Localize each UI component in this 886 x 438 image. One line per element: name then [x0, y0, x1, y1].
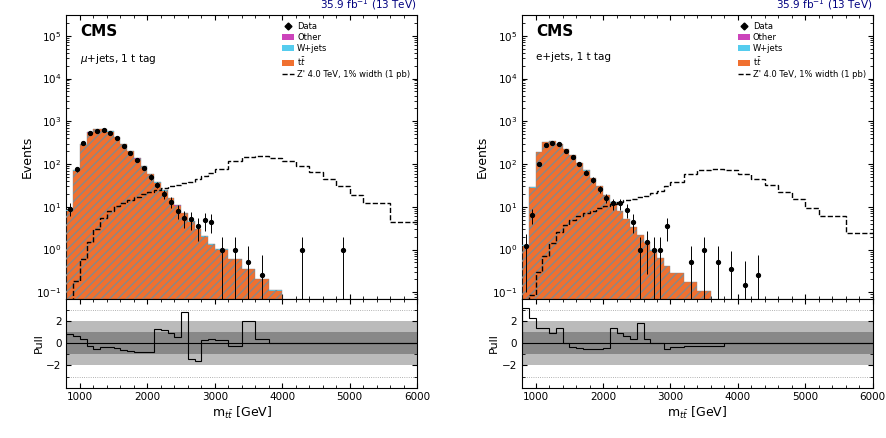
Y-axis label: Events: Events: [20, 136, 34, 178]
Legend: Data, Other, W+jets, t$\bar{t}$, Z' 4.0 TeV, 1% width (1 pb): Data, Other, W+jets, t$\bar{t}$, Z' 4.0 …: [735, 20, 868, 81]
Bar: [522, 321, 873, 365]
Text: e+jets, 1 t tag: e+jets, 1 t tag: [536, 52, 611, 62]
X-axis label: m$_{t\bar{t}}$ [GeV]: m$_{t\bar{t}}$ [GeV]: [212, 405, 272, 421]
Bar: [66, 321, 417, 365]
Text: 35.9 fb$^{-1}$ (13 TeV): 35.9 fb$^{-1}$ (13 TeV): [321, 0, 417, 13]
Text: CMS: CMS: [536, 24, 573, 39]
Text: CMS: CMS: [81, 24, 118, 39]
Text: $\mu$+jets, 1 t tag: $\mu$+jets, 1 t tag: [81, 52, 157, 66]
Y-axis label: Pull: Pull: [489, 333, 499, 353]
Bar: [522, 332, 873, 354]
Y-axis label: Events: Events: [476, 136, 489, 178]
Y-axis label: Pull: Pull: [34, 333, 43, 353]
Text: 35.9 fb$^{-1}$ (13 TeV): 35.9 fb$^{-1}$ (13 TeV): [776, 0, 873, 13]
Legend: Data, Other, W+jets, t$\bar{t}$, Z' 4.0 TeV, 1% width (1 pb): Data, Other, W+jets, t$\bar{t}$, Z' 4.0 …: [280, 20, 413, 81]
X-axis label: m$_{t\bar{t}}$ [GeV]: m$_{t\bar{t}}$ [GeV]: [667, 405, 727, 421]
Bar: [66, 332, 417, 354]
